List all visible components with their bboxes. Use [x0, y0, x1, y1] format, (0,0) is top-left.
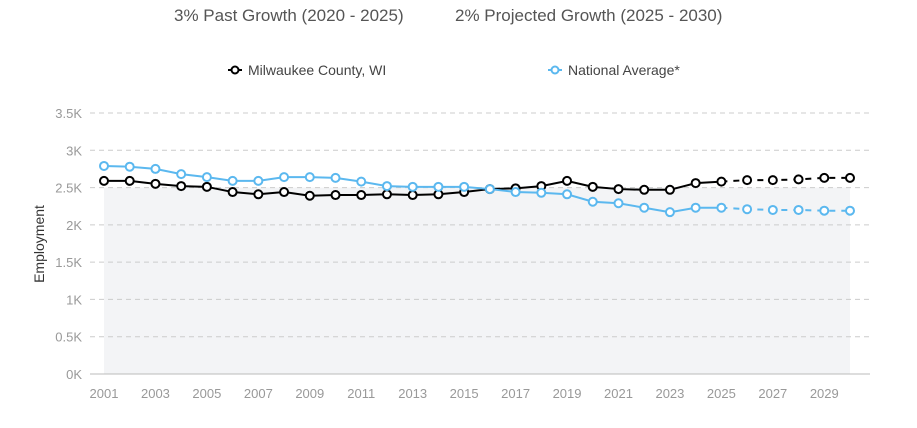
data-point-county	[176, 181, 187, 192]
data-point-national	[330, 172, 341, 183]
y-tick-label: 1K	[66, 292, 82, 307]
data-point-national	[279, 172, 290, 183]
data-point-national	[767, 204, 778, 215]
data-point-county	[664, 184, 675, 195]
data-point-county	[562, 175, 573, 186]
data-point-county	[407, 190, 418, 201]
data-point-county	[381, 189, 392, 200]
data-point-national	[716, 202, 727, 213]
projected-growth-headline: 2% Projected Growth (2025 - 2030)	[455, 6, 723, 25]
series-projection-line-national	[721, 206, 850, 212]
data-point-county	[819, 172, 830, 183]
data-point-county	[716, 176, 727, 187]
data-point-county	[227, 187, 238, 198]
x-tick-label: 2029	[810, 386, 839, 401]
x-tick-label: 2003	[141, 386, 170, 401]
data-point-county	[742, 175, 753, 186]
series-projection-line-county	[721, 176, 850, 183]
data-point-national	[793, 204, 804, 215]
y-tick-label: 1.5K	[55, 255, 82, 270]
data-point-county	[767, 175, 778, 186]
y-axis-title: Employment	[31, 205, 47, 283]
data-point-national	[433, 181, 444, 192]
data-point-national	[587, 196, 598, 207]
data-point-national	[381, 181, 392, 192]
data-point-national	[613, 198, 624, 209]
data-point-county	[793, 174, 804, 185]
data-point-county	[690, 178, 701, 189]
legend-label-county: Milwaukee County, WI	[248, 62, 387, 78]
data-point-national	[356, 176, 367, 187]
legend-marker-national-icon	[548, 65, 562, 75]
x-tick-label: 2017	[501, 386, 530, 401]
data-point-national	[227, 175, 238, 186]
x-tick-label: 2001	[90, 386, 119, 401]
x-tick-label: 2023	[655, 386, 684, 401]
x-tick-label: 2005	[192, 386, 221, 401]
data-point-national	[536, 187, 547, 198]
x-tick-label: 2015	[450, 386, 479, 401]
x-tick-label: 2025	[707, 386, 736, 401]
data-point-national	[484, 184, 495, 195]
past-growth-headline: 3% Past Growth (2020 - 2025)	[174, 6, 404, 25]
data-point-national	[253, 175, 264, 186]
data-point-county	[613, 184, 624, 195]
x-tick-label: 2007	[244, 386, 273, 401]
legend-label-national: National Average*	[568, 62, 680, 78]
x-tick-label: 2011	[347, 386, 375, 401]
x-tick-label: 2021	[604, 386, 633, 401]
legend-item-national[interactable]: National Average*	[548, 62, 680, 78]
legend-item-county[interactable]: Milwaukee County, WI	[228, 62, 386, 78]
data-point-county	[356, 190, 367, 201]
data-point-national	[664, 207, 675, 218]
data-point-county	[330, 190, 341, 201]
data-point-national	[124, 161, 135, 172]
data-point-national	[304, 172, 315, 183]
data-point-national	[510, 187, 521, 198]
x-tick-label: 2027	[758, 386, 787, 401]
data-point-county	[124, 175, 135, 186]
legend-marker-county-icon	[228, 65, 242, 75]
data-point-county	[845, 172, 855, 183]
data-point-national	[639, 202, 650, 213]
data-point-national	[407, 181, 418, 192]
data-point-county	[99, 175, 109, 186]
data-point-county	[279, 187, 290, 198]
data-point-national	[690, 202, 701, 213]
data-point-national	[201, 172, 212, 183]
y-tick-label: 2K	[66, 218, 82, 233]
data-point-national	[176, 169, 187, 180]
y-tick-label: 0K	[66, 367, 82, 382]
data-point-national	[845, 205, 855, 216]
data-point-national	[562, 189, 573, 200]
data-point-county	[304, 190, 315, 201]
data-point-county	[150, 178, 161, 189]
data-point-county	[639, 184, 650, 195]
data-point-county	[587, 181, 598, 192]
x-tick-label: 2019	[553, 386, 582, 401]
data-point-national	[150, 163, 161, 174]
data-point-county	[201, 181, 212, 192]
data-point-county	[253, 189, 264, 200]
y-tick-label: 2.5K	[55, 181, 82, 196]
data-point-national	[459, 181, 470, 192]
x-tick-label: 2009	[295, 386, 324, 401]
data-point-national	[99, 160, 109, 171]
y-tick-label: 0.5K	[55, 330, 82, 345]
plot-shade	[104, 187, 850, 374]
data-point-national	[819, 205, 830, 216]
y-tick-label: 3.5K	[55, 106, 82, 121]
y-tick-label: 3K	[66, 143, 82, 158]
data-point-national	[742, 204, 753, 215]
x-tick-label: 2013	[398, 386, 427, 401]
